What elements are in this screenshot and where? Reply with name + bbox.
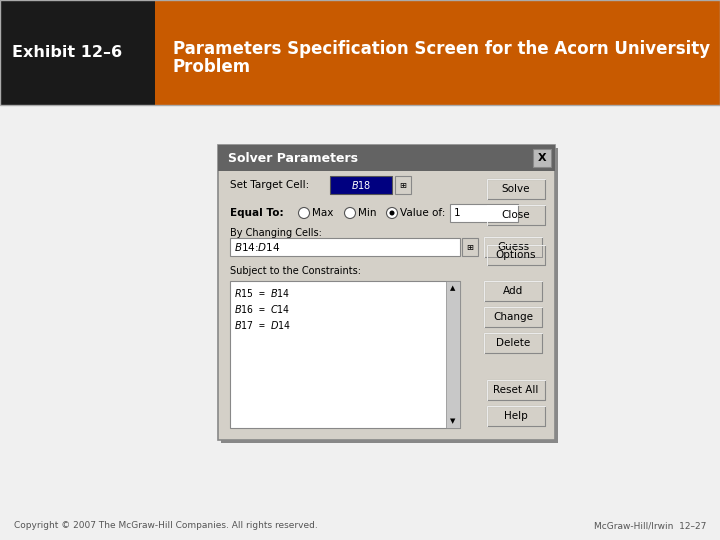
Text: Guess: Guess [497, 242, 529, 252]
Bar [487, 245, 545, 265]
Text: 1: 1 [454, 208, 461, 218]
Bar [533, 149, 551, 167]
Circle shape [344, 207, 356, 219]
Bar [230, 281, 460, 428]
Bar [484, 307, 542, 327]
Text: ⊞: ⊞ [467, 242, 474, 252]
Text: ▼: ▼ [450, 418, 456, 424]
Text: Exhibit 12–6: Exhibit 12–6 [12, 45, 122, 60]
Text: Help: Help [504, 411, 528, 421]
Text: $B$17 = $D$14: $B$17 = $D$14 [234, 319, 291, 331]
Text: Options: Options [496, 250, 536, 260]
Bar [0, 0, 155, 105]
Text: Set Target Cell:: Set Target Cell: [230, 180, 310, 190]
Text: $B$18: $B$18 [351, 179, 372, 191]
Bar [330, 176, 392, 194]
Bar [484, 237, 542, 257]
Bar [450, 204, 518, 222]
Text: Equal To:: Equal To: [230, 208, 284, 218]
Text: Close: Close [502, 210, 531, 220]
Bar [218, 145, 555, 171]
Bar [0, 0, 720, 105]
Text: Min: Min [358, 208, 377, 218]
Bar [155, 0, 720, 105]
Bar [230, 238, 460, 256]
Bar [462, 238, 478, 256]
Bar [218, 145, 555, 440]
Bar [487, 406, 545, 426]
Circle shape [387, 207, 397, 219]
Text: X: X [538, 153, 546, 163]
Bar [446, 281, 460, 428]
Circle shape [390, 211, 395, 215]
Bar [221, 148, 558, 443]
Bar [395, 176, 411, 194]
Text: $B$16 = $C$14: $B$16 = $C$14 [234, 303, 290, 315]
Bar [484, 281, 542, 301]
Bar [487, 179, 545, 199]
Text: McGraw-Hill/Irwin  12–27: McGraw-Hill/Irwin 12–27 [593, 522, 706, 530]
Text: Parameters Specification Screen for the Acorn University: Parameters Specification Screen for the … [173, 39, 710, 57]
Text: Delete: Delete [496, 338, 530, 348]
Text: $R$15 = $B$14: $R$15 = $B$14 [234, 287, 290, 299]
Text: $B$14:$D$14: $B$14:$D$14 [234, 241, 281, 253]
Text: Add: Add [503, 286, 523, 296]
Text: Subject to the Constraints:: Subject to the Constraints: [230, 266, 361, 276]
Bar [487, 380, 545, 400]
Text: Max: Max [312, 208, 333, 218]
Text: Solve: Solve [502, 184, 530, 194]
Text: Change: Change [493, 312, 533, 322]
Text: ⊞: ⊞ [400, 180, 407, 190]
Text: Problem: Problem [173, 58, 251, 77]
Text: By Changing Cells:: By Changing Cells: [230, 228, 322, 238]
Bar [487, 205, 545, 225]
Text: Copyright © 2007 The McGraw-Hill Companies. All rights reserved.: Copyright © 2007 The McGraw-Hill Compani… [14, 522, 318, 530]
Circle shape [299, 207, 310, 219]
Bar [484, 333, 542, 353]
Text: Solver Parameters: Solver Parameters [228, 152, 358, 165]
Text: Reset All: Reset All [493, 385, 539, 395]
Text: Value of:: Value of: [400, 208, 446, 218]
Text: ▲: ▲ [450, 285, 456, 291]
